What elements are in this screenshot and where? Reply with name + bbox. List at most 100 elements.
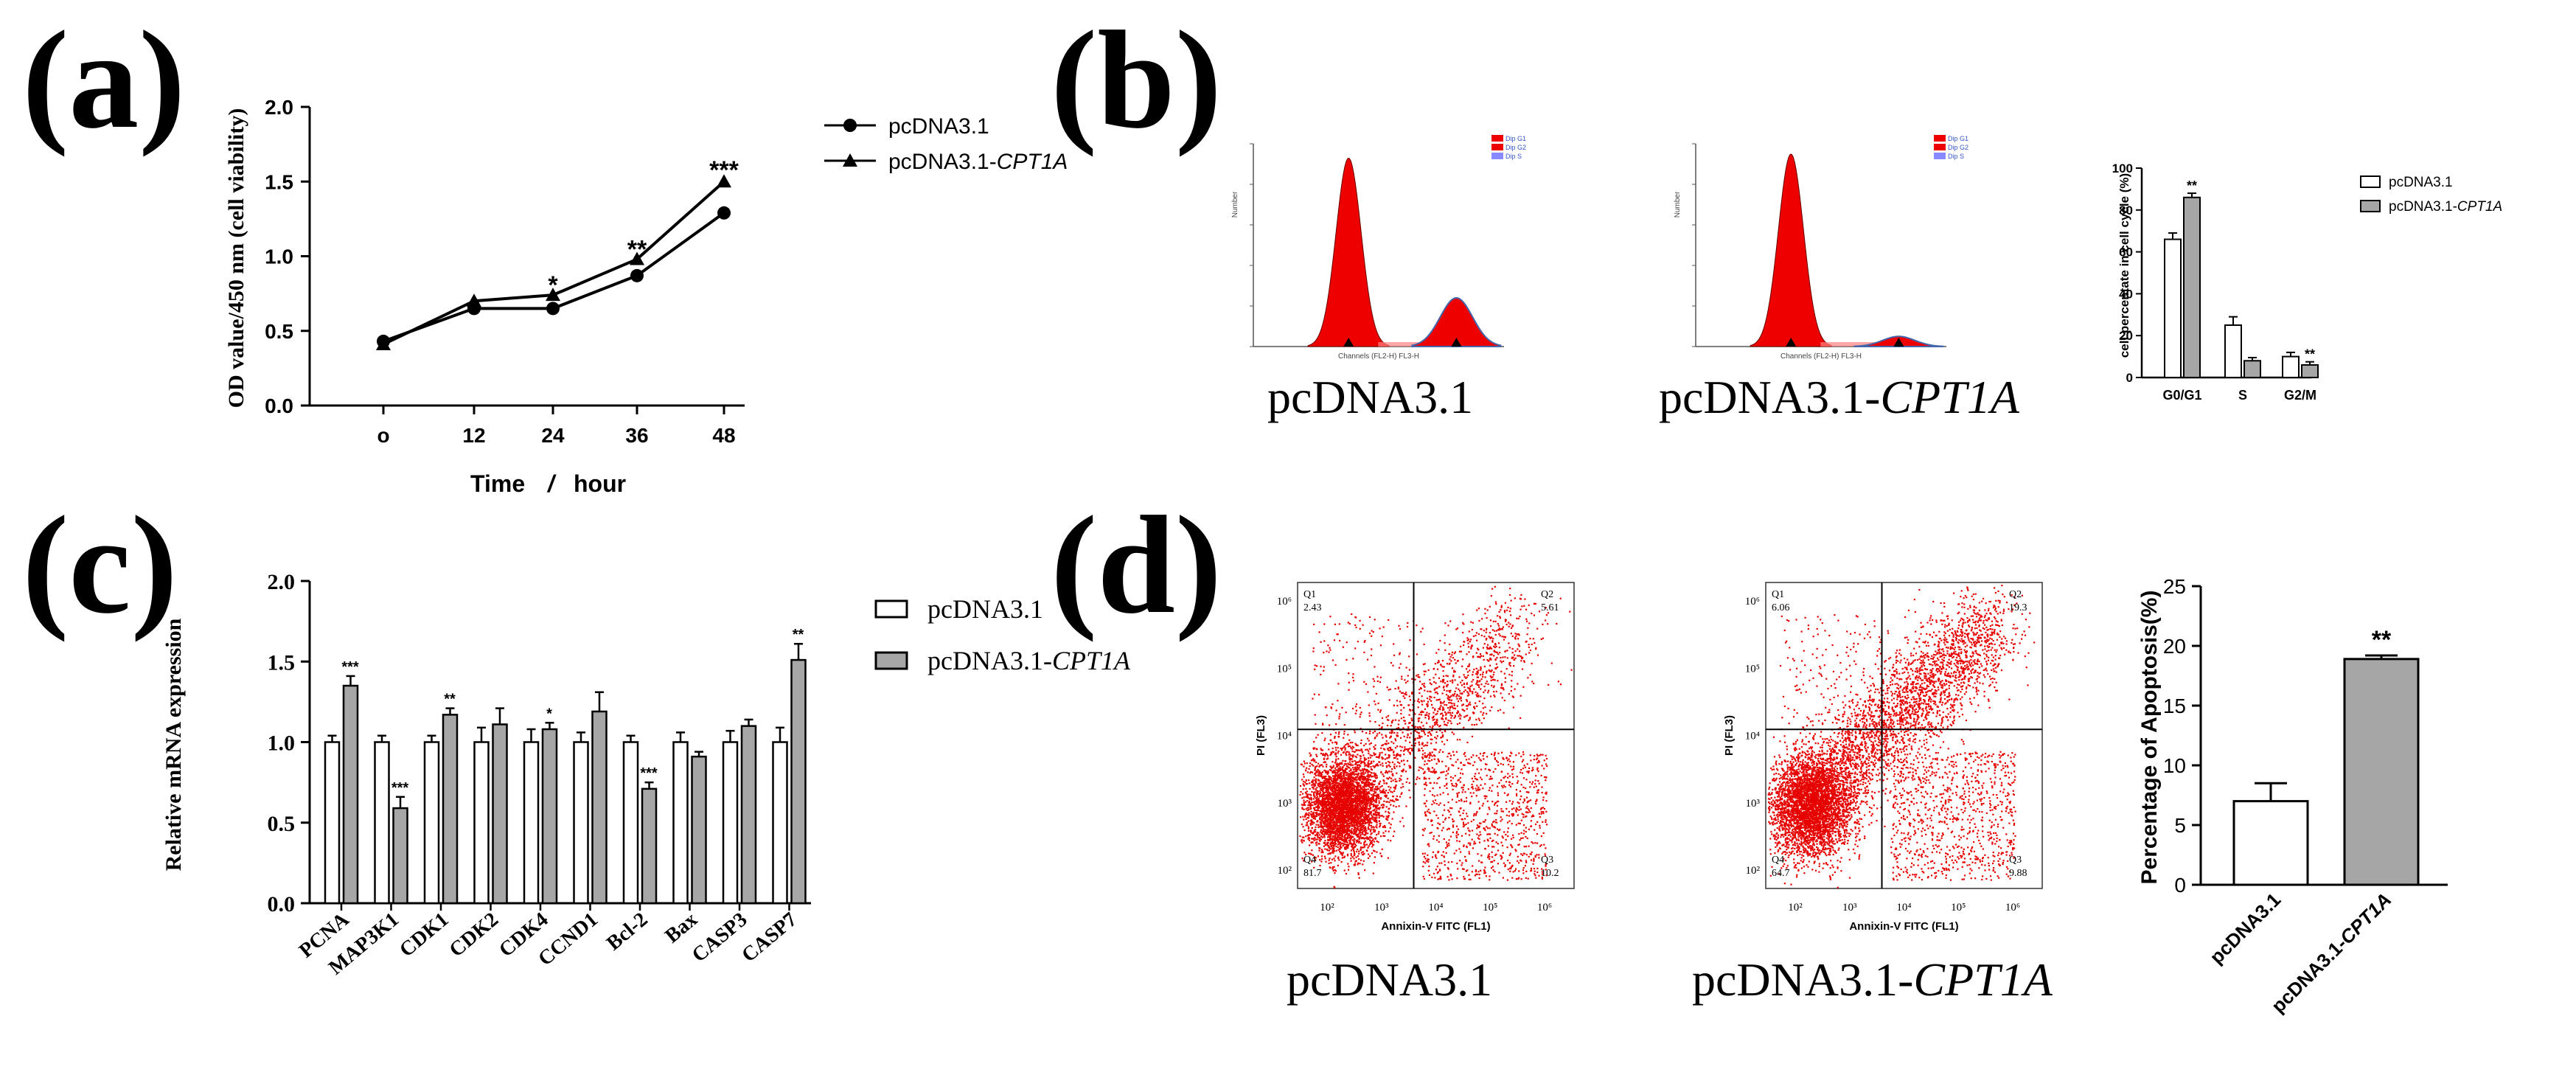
chart-c-ylabel: Relative mRNA expression [161, 618, 186, 871]
legend-b-1: pcDNA3.1 [2389, 175, 2453, 190]
bar-control [722, 741, 739, 905]
x-tick-label: Bcl-2 [602, 908, 652, 956]
bar-cpt1a [790, 658, 807, 905]
x-tick-label: G0/G1 [2162, 388, 2201, 403]
x-tick-label: 10³ [1842, 902, 1857, 914]
bar-control [324, 741, 341, 905]
hist-s-phase [1378, 342, 1435, 347]
bar-cpt1a [342, 684, 359, 905]
hist-legend-label: Dip S [1505, 153, 1522, 160]
bar-control [2282, 355, 2300, 379]
legend-marker-triangle [843, 153, 857, 167]
x-tick-label: pcDNA3.1 [2205, 888, 2285, 968]
bar-control [423, 741, 440, 905]
bar-cpt1a [2343, 658, 2420, 886]
scatter-dots [1299, 585, 1573, 888]
chart-d-ylabel: Percentage of Apoptosis(%) [2137, 591, 2162, 885]
hist-peak-marker [1893, 338, 1904, 347]
significance-mark: ** [793, 627, 804, 643]
hist-caption-2: pcDNA3.1-CPT1A [1659, 371, 2020, 423]
chart-c-bar: Relative mRNA expression 0.0 0.5 1.0 1.5 2.0… [161, 570, 1131, 979]
hist-xlabel: Channels (FL2-H) FL3-H [1338, 352, 1419, 361]
chart-d-bars: ** [2232, 626, 2420, 886]
y-tick-label: 10² [1746, 865, 1761, 877]
x-tick-label: pcDNA3.1-CPT1A [2267, 888, 2395, 1017]
bar-control [2224, 324, 2242, 378]
chart-b-legend: pcDNA3.1 pcDNA3.1-CPT1A [2360, 175, 2502, 215]
y-tick-label: 10⁴ [1277, 731, 1292, 742]
x-tick-label: 10⁴ [1428, 902, 1443, 914]
x-tick-label: 10³ [1374, 902, 1389, 914]
y-tick-label: 10³ [1746, 798, 1761, 810]
legend-a-1: pcDNA3.1 [888, 114, 989, 139]
quadrant-q2-value: 19.3 [2009, 602, 2027, 613]
chart-a-ticks: 0.0 0.5 1.0 1.5 2.0 o 12 24 36 48 [265, 96, 745, 447]
bar-control [523, 741, 540, 905]
quadrant-q3-value: 9.88 [2009, 868, 2027, 879]
chart-a-series: ****** [376, 156, 739, 350]
y-tick-label: 5 [2174, 814, 2186, 837]
quadrant-q4-value: 81.7 [1303, 868, 1322, 879]
hist-legend-label: Dip G2 [1948, 144, 1968, 151]
hist-legend-swatch [1934, 153, 1946, 159]
y-tick-label: 15 [2163, 695, 2186, 717]
x-tick-label: 24 [541, 424, 565, 447]
significance-mark: *** [709, 156, 739, 184]
y-tick-label: 1.0 [268, 731, 296, 756]
scatter-ylabel: PI (FL3) [1255, 715, 1267, 756]
scatter-pcdna: Q1 2.43 Q2 5.61 Q3 10.2 Q4 81.7 10² 10³ 10⁴ 10⁵ 10⁶ 1… [1255, 582, 1575, 933]
x-tick-label: G2/M [2284, 388, 2316, 403]
panel-label-d: (d) [1051, 488, 1222, 643]
quadrant-q3-label: Q3 [1541, 855, 1553, 866]
x-tick-label: CDK1 [395, 908, 453, 962]
y-tick-label: 0 [2174, 874, 2186, 897]
significance-mark: *** [391, 780, 409, 796]
significance-mark: ** [2187, 178, 2197, 193]
hist-legend-label: Dip G1 [1948, 135, 1968, 142]
hist-peak-g1 [1307, 158, 1390, 347]
quadrant-q4-value: 64.7 [1772, 868, 1790, 879]
hist-peak-g1 [1750, 153, 1832, 347]
legend-a-2: pcDNA3.1-CPT1A [888, 150, 1068, 174]
bar-cpt1a [492, 723, 508, 905]
legend-marker-circle [843, 119, 857, 132]
x-tick-label: 48 [712, 424, 735, 447]
hist-legend-swatch [1934, 135, 1946, 142]
significance-mark: *** [341, 659, 359, 675]
y-tick-label: 10⁴ [1745, 731, 1760, 742]
x-tick-label: 10² [1788, 902, 1803, 914]
x-tick-label: 10⁶ [2005, 902, 2020, 914]
bar-control [2164, 238, 2182, 378]
legend-swatch-b-2 [2360, 200, 2381, 212]
chart-b-ylabel: cell percentate in cell cycle (%) [2117, 173, 2131, 358]
bar-control [573, 741, 589, 905]
bar-cpt1a [591, 710, 608, 905]
scatter-xlabel: Annixin-V FITC (FL1) [1381, 920, 1490, 933]
quadrant-q4-label: Q4 [1772, 855, 1784, 866]
y-tick-label: 25 [2163, 575, 2186, 598]
chart-a-xlabel-time: Time [470, 470, 525, 497]
chart-c-bars: ************** [324, 627, 807, 905]
x-tick-label: o [377, 424, 389, 447]
panel-label-c: (c) [22, 488, 178, 643]
y-tick-label: 10³ [1278, 798, 1292, 810]
chart-a-xlabel-slash: / [546, 470, 557, 497]
y-tick-label: 1.5 [265, 170, 293, 193]
chart-b-bar: cell percentate in cell cycle (%) 0 20 40 6… [2112, 161, 2503, 403]
x-tick-label: S [2238, 388, 2247, 403]
significance-mark: ** [444, 692, 456, 708]
data-point-circle [546, 302, 560, 316]
x-tick-label: CASP7 [737, 908, 801, 967]
scatter-caption-2: pcDNA3.1-CPT1A [1692, 953, 2053, 1006]
bar-cpt1a [541, 728, 558, 905]
y-tick-label: 10⁵ [1277, 663, 1292, 675]
hist-legend-label: Dip G2 [1505, 144, 1526, 151]
y-tick-label: 10 [2163, 754, 2186, 777]
hist-legend-swatch [1491, 153, 1503, 159]
chart-a-xlabel: Time / hour [470, 470, 626, 497]
y-tick-label: 0.0 [268, 892, 296, 916]
quadrant-q2-label: Q2 [1541, 589, 1553, 600]
bar-cpt1a [2301, 363, 2319, 378]
hist-ylabel: Number [1231, 191, 1239, 218]
